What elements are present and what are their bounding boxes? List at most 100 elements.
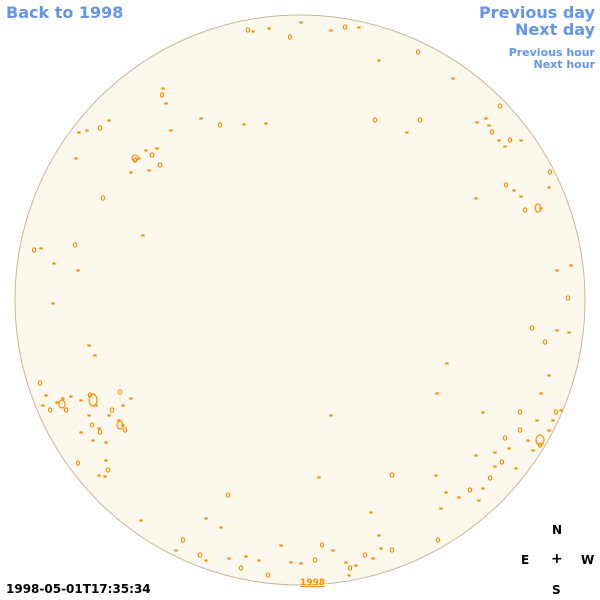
contour-fragment bbox=[164, 102, 168, 105]
contour-loop bbox=[131, 154, 139, 162]
contour-fragment bbox=[569, 264, 573, 267]
contour-fragment bbox=[514, 467, 518, 470]
contour-fragment bbox=[169, 129, 173, 132]
contour-fragment bbox=[129, 171, 133, 174]
contour-fragment bbox=[377, 534, 381, 537]
contour-fragment bbox=[475, 121, 479, 124]
contour-fragment bbox=[44, 394, 48, 397]
contour-fragment bbox=[204, 517, 208, 520]
contour-loop bbox=[58, 399, 66, 409]
contour-fragment bbox=[555, 329, 559, 332]
contour-fragment bbox=[439, 507, 443, 510]
contour-fragment bbox=[141, 234, 145, 237]
year-link[interactable]: 1998 bbox=[300, 578, 326, 588]
contour-fragment bbox=[109, 407, 115, 413]
previous-day-link[interactable]: Previous day bbox=[478, 3, 595, 22]
contour-fragment bbox=[457, 496, 461, 499]
contour-fragment bbox=[551, 419, 555, 422]
contour-fragment bbox=[97, 474, 101, 477]
contour-fragment bbox=[129, 397, 133, 400]
contour-fragment bbox=[372, 117, 378, 123]
contour-fragment bbox=[487, 124, 491, 127]
contour-fragment bbox=[389, 472, 395, 478]
contour-fragment bbox=[74, 157, 78, 160]
contour-fragment bbox=[467, 487, 473, 493]
contour-fragment bbox=[435, 537, 441, 543]
contour-fragment bbox=[75, 460, 81, 466]
contour-fragment bbox=[85, 129, 89, 132]
contour-fragment bbox=[555, 269, 559, 272]
contour-fragment bbox=[299, 21, 303, 24]
previous-hour-link[interactable]: Previous hour bbox=[508, 46, 595, 59]
contour-loop bbox=[88, 393, 98, 407]
contour-fragment bbox=[484, 117, 488, 120]
contour-fragment bbox=[357, 26, 361, 29]
compass-center-icon: + bbox=[551, 551, 563, 567]
contour-fragment bbox=[144, 149, 148, 152]
contour-fragment bbox=[529, 325, 535, 331]
contour-fragment bbox=[104, 441, 108, 444]
contour-fragment bbox=[257, 559, 261, 562]
contour-fragment bbox=[553, 409, 559, 415]
contour-fragment bbox=[522, 207, 528, 213]
contour-fragment bbox=[474, 197, 478, 200]
contour-fragment bbox=[238, 565, 244, 571]
contour-fragment bbox=[122, 427, 128, 433]
contour-fragment bbox=[199, 117, 203, 120]
next-hour-link[interactable]: Next hour bbox=[533, 58, 596, 71]
back-to-year-link[interactable]: Back to 1998 bbox=[6, 3, 124, 22]
contour-fragment bbox=[567, 331, 571, 334]
contour-fragment bbox=[244, 555, 248, 558]
contour-fragment bbox=[89, 422, 95, 428]
contour-fragment bbox=[389, 547, 395, 553]
contour-fragment bbox=[87, 344, 91, 347]
contour-fragment bbox=[474, 454, 478, 457]
contour-fragment bbox=[519, 195, 523, 198]
contour-fragment bbox=[279, 544, 283, 547]
contour-fragment bbox=[547, 374, 551, 377]
contour-fragment bbox=[517, 409, 523, 415]
contour-fragment bbox=[149, 152, 155, 158]
contour-fragment bbox=[435, 392, 439, 395]
contour-fragment bbox=[61, 397, 65, 400]
contour-fragment bbox=[72, 242, 78, 248]
contour-fragment bbox=[503, 145, 507, 148]
contour-fragment bbox=[139, 519, 143, 522]
contour-fragment bbox=[542, 339, 548, 345]
contour-fragment bbox=[159, 92, 165, 98]
contour-fragment bbox=[51, 302, 55, 305]
contour-fragment bbox=[531, 449, 535, 452]
contour-fragment bbox=[499, 459, 505, 465]
contour-fragment bbox=[547, 186, 551, 189]
contour-fragment bbox=[103, 475, 107, 478]
contour-fragment bbox=[317, 476, 321, 479]
contour-fragment bbox=[434, 474, 438, 477]
contour-fragment bbox=[157, 162, 163, 168]
contour-fragment bbox=[487, 475, 493, 481]
contour-fragment bbox=[161, 87, 165, 90]
contour-fragment bbox=[97, 429, 103, 435]
contour-fragment bbox=[55, 401, 59, 404]
contour-fragment bbox=[77, 131, 81, 134]
contour-fragment bbox=[39, 247, 43, 250]
contour-fragment bbox=[329, 414, 333, 417]
contour-fragment bbox=[507, 137, 513, 143]
contour-fragment bbox=[369, 511, 373, 514]
contour-fragment bbox=[371, 557, 375, 560]
contour-fragment bbox=[155, 147, 159, 150]
contour-fragment bbox=[87, 414, 91, 417]
contour-fragment bbox=[147, 169, 151, 172]
contour-fragment bbox=[31, 247, 37, 253]
contour-fragment bbox=[97, 125, 103, 131]
contour-fragment bbox=[493, 465, 497, 468]
next-day-link[interactable]: Next day bbox=[515, 20, 595, 39]
contour-fragment bbox=[481, 487, 485, 490]
contour-loop bbox=[116, 420, 124, 430]
contour-fragment bbox=[503, 182, 509, 188]
contour-fragment bbox=[362, 552, 368, 558]
contour-fragment bbox=[121, 404, 125, 407]
contour-fragment bbox=[76, 269, 80, 272]
contour-fragment bbox=[451, 77, 455, 80]
contour-fragment bbox=[445, 362, 449, 365]
